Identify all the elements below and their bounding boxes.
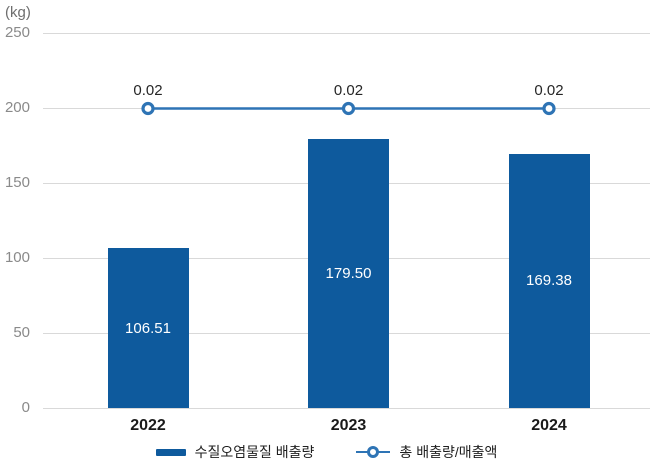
bar-2022: 106.51 bbox=[107, 248, 189, 408]
legend: 수질오염물질 배출량 총 배출량/매출액 bbox=[0, 442, 653, 462]
legend-item-bar-series: 수질오염물질 배출량 bbox=[155, 442, 315, 462]
bar-value-label: 106.51 bbox=[125, 319, 171, 337]
x-axis-label-2024: 2024 bbox=[531, 417, 567, 434]
bar-2023: 179.50 bbox=[308, 138, 389, 408]
y-axis-tick: 250 bbox=[4, 24, 30, 41]
line-point-label: 0.02 bbox=[534, 82, 564, 99]
y-axis-tick: 0 bbox=[21, 399, 30, 416]
legend-label-bar-series: 수질오염물질 배출량 bbox=[194, 444, 315, 460]
y-axis-tick: 50 bbox=[13, 324, 30, 341]
gridline bbox=[43, 108, 650, 109]
bar-2024: 169.38 bbox=[508, 153, 590, 408]
x-axis-label-2023: 2023 bbox=[330, 417, 367, 434]
legend-item-line-series: 총 배출량/매출액 bbox=[356, 442, 497, 462]
legend-label-line-series: 총 배출량/매출액 bbox=[399, 444, 498, 460]
y-axis-unit-label: (kg) bbox=[5, 4, 31, 21]
y-axis-tick: 200 bbox=[4, 99, 30, 116]
y-axis-tick: 100 bbox=[4, 249, 30, 266]
bar-swatch-icon bbox=[155, 448, 186, 456]
line-point-label: 0.02 bbox=[133, 82, 163, 99]
line-point-label: 0.02 bbox=[333, 82, 364, 99]
bar-value-label: 179.50 bbox=[325, 264, 372, 282]
x-axis-label-2022: 2022 bbox=[130, 417, 166, 434]
y-axis-tick: 150 bbox=[4, 174, 30, 191]
bar-value-label: 169.38 bbox=[526, 272, 572, 290]
gridline bbox=[43, 408, 650, 409]
gridline bbox=[43, 33, 650, 34]
line-circle-swatch-icon bbox=[356, 446, 391, 459]
